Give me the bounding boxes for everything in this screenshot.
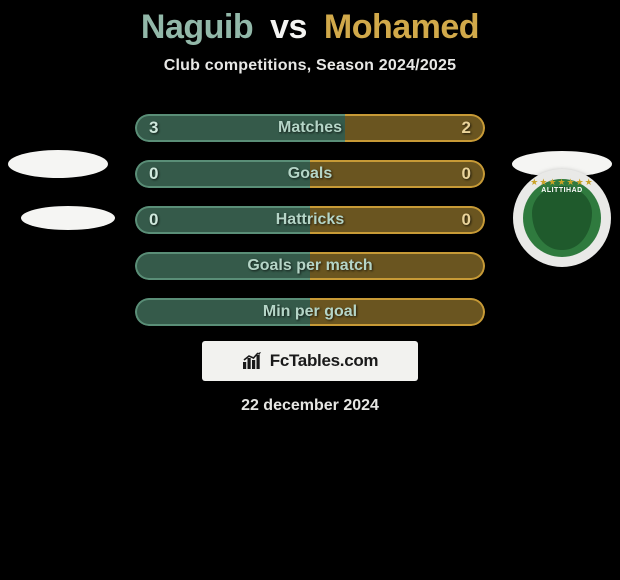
bar-fill-right (345, 114, 485, 142)
emblem-outer: ★★★★★★★ ALITTIHAD (513, 169, 611, 267)
player1-name: Naguib (141, 8, 253, 46)
bar-fill-left (135, 206, 310, 234)
bar-fill-right (310, 160, 485, 188)
date-label: 22 december 2024 (241, 397, 379, 415)
emblem-shield (532, 186, 592, 250)
bar-fill-left (135, 114, 345, 142)
bar-fill-left (135, 160, 310, 188)
page-title: Naguib vs Mohamed (141, 8, 479, 47)
player2-name: Mohamed (324, 8, 479, 46)
subtitle: Club competitions, Season 2024/2025 (164, 57, 456, 75)
bar-fill-right (310, 252, 485, 280)
bar-fill-right (310, 298, 485, 326)
stat-bar: Hattricks00 (135, 206, 485, 234)
player2-club-emblem: ★★★★★★★ ALITTIHAD (512, 168, 612, 268)
bar-fill-left (135, 298, 310, 326)
vs-label: vs (270, 8, 307, 46)
player1-avatar-placeholder-2 (18, 168, 118, 268)
emblem-text: ALITTIHAD (541, 187, 582, 194)
bar-fill-left (135, 252, 310, 280)
emblem-ring: ★★★★★★★ ALITTIHAD (523, 179, 601, 257)
brand-badge[interactable]: FcTables.com (202, 341, 418, 381)
stat-row-min-per-goal: Min per goal (0, 289, 620, 335)
stat-bar: Matches32 (135, 114, 485, 142)
ellipse-shape (21, 206, 115, 230)
stat-bar: Goals per match (135, 252, 485, 280)
brand-text: FcTables.com (270, 351, 379, 371)
stat-bar: Min per goal (135, 298, 485, 326)
bar-fill-right (310, 206, 485, 234)
bar-chart-icon (242, 352, 264, 370)
stat-bar: Goals00 (135, 160, 485, 188)
